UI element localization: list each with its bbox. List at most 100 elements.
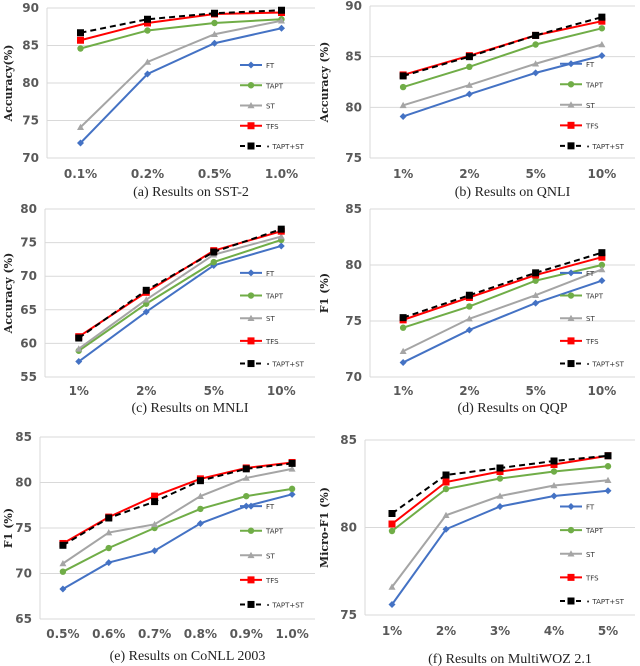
x-tick-label: 2% [136, 384, 156, 398]
data-point-ft [532, 69, 540, 77]
data-point-st [211, 30, 218, 38]
y-tick-label: 80 [22, 76, 39, 90]
y-tick-label: 90 [22, 1, 39, 15]
data-point-ft [210, 261, 218, 269]
data-point-tapt-st [211, 9, 218, 17]
data-point-tapt [399, 324, 407, 331]
legend-marker [247, 122, 255, 130]
data-point-ft [277, 242, 285, 250]
series-line-st [78, 235, 282, 350]
data-point-tapt [399, 83, 407, 91]
y-tick-label: 70 [20, 269, 37, 283]
chart-caption: (b) Results on QNLI [455, 185, 571, 200]
data-point-ft [196, 519, 204, 527]
chart-caption: (d) Results on QQP [457, 401, 567, 416]
chart-caption: (f) Results on MultiWOZ 2.1 [428, 652, 592, 666]
data-point-ft [151, 547, 159, 555]
data-point-tapt [105, 544, 112, 552]
chart-panel-4: 70 75 80 85 1% 2% 5% 10% F1 (%) (d) Results on QQ… [320, 202, 635, 416]
data-point-ft [604, 487, 612, 495]
data-point-tapt-st [210, 248, 218, 256]
legend-label: TFS [265, 577, 279, 585]
legend-marker [247, 551, 255, 559]
data-point-st [142, 296, 150, 303]
series-line-tapt [78, 238, 282, 352]
x-tick-label: 0.9% [230, 627, 263, 641]
legend-label: ST [266, 552, 275, 560]
series-line-ft [62, 493, 293, 590]
series-line-tfs [80, 11, 282, 42]
legend-marker [247, 360, 255, 368]
data-point-st [598, 41, 606, 48]
x-tick-label: 0.6% [92, 627, 125, 641]
legend-label: ST [266, 103, 275, 111]
series-line-tapt-st [80, 9, 282, 34]
y-tick-label: 75 [20, 236, 37, 250]
data-point-st [196, 492, 204, 499]
x-tick-label: 2% [459, 384, 479, 398]
y-tick-label: 80 [20, 202, 37, 216]
data-point-tapt [550, 468, 558, 475]
series-line-tapt [62, 487, 293, 573]
chart-caption: (a) Results on SST-2 [133, 185, 249, 200]
data-point-tapt-st [550, 457, 558, 465]
legend-label: TAPT [585, 527, 604, 535]
data-point-tapt-st [532, 31, 540, 39]
x-tick-label: 0.1% [64, 167, 97, 181]
legend-label: TAPT [585, 293, 604, 301]
data-point-tapt [197, 505, 204, 513]
y-tick-label: 85 [340, 433, 357, 447]
legend-marker [567, 121, 575, 129]
y-axis-label: Accuracy(%) [2, 45, 15, 123]
x-tick-label: 1% [393, 167, 413, 181]
x-tick-label: 1.0% [265, 167, 298, 181]
data-point-st [598, 265, 606, 273]
data-point-ft [465, 90, 473, 98]
data-point-st [399, 347, 407, 355]
y-axis-label: Micro-F1 (%) [320, 487, 331, 568]
y-tick-label: 70 [15, 567, 32, 581]
legend-marker [247, 292, 255, 299]
data-point-tapt [442, 485, 450, 493]
legend-marker [247, 502, 255, 510]
data-point-tapt [288, 485, 296, 493]
data-point-st [604, 476, 612, 484]
legend-label: ST [266, 315, 275, 323]
x-tick-label: 5% [204, 384, 224, 398]
legend-label: ST [586, 315, 595, 323]
data-point-st [59, 559, 67, 567]
y-tick-label: 65 [20, 303, 37, 317]
chart-panel-3: 55 60 65 70 75 80 1% 2% 5% 10% Accuracy (%) (c) Res… [2, 202, 315, 416]
data-point-tapt [144, 27, 151, 34]
data-point-st [151, 520, 159, 528]
y-tick-label: 85 [22, 39, 39, 53]
data-point-st [75, 345, 83, 352]
legend-marker [567, 503, 575, 510]
legend-label: ST [586, 102, 595, 110]
y-tick-label: 65 [15, 612, 32, 626]
chart-panel-6: 75 80 85 1% 2% 3% 4% 5% Micro-F1 (%) (f) Results … [320, 433, 635, 666]
x-tick-label: 0.8% [184, 627, 217, 641]
x-tick-label: 0.5% [46, 627, 79, 641]
y-tick-label: 75 [340, 608, 357, 622]
legend-marker [567, 526, 575, 534]
data-point-st [465, 315, 473, 322]
legend-marker [567, 360, 575, 368]
data-point-tapt-st [598, 249, 606, 257]
legend-marker [247, 102, 255, 109]
series-line-tapt-st [402, 251, 603, 319]
series-line-tapt [80, 18, 282, 50]
legend-marker [247, 61, 255, 69]
legend-label: FT [266, 270, 275, 278]
data-point-tapt-st [388, 510, 396, 517]
data-point-tapt [466, 63, 473, 70]
data-point-ft [388, 601, 396, 608]
data-point-st [288, 465, 296, 472]
legend-label: FT [266, 62, 275, 70]
legend-label: FT [586, 270, 595, 278]
data-point-tapt-st [75, 334, 83, 342]
data-point-tapt-st [142, 286, 150, 294]
y-tick-label: 80 [345, 100, 362, 114]
data-point-tapt [598, 261, 606, 269]
legend-marker [247, 600, 255, 608]
